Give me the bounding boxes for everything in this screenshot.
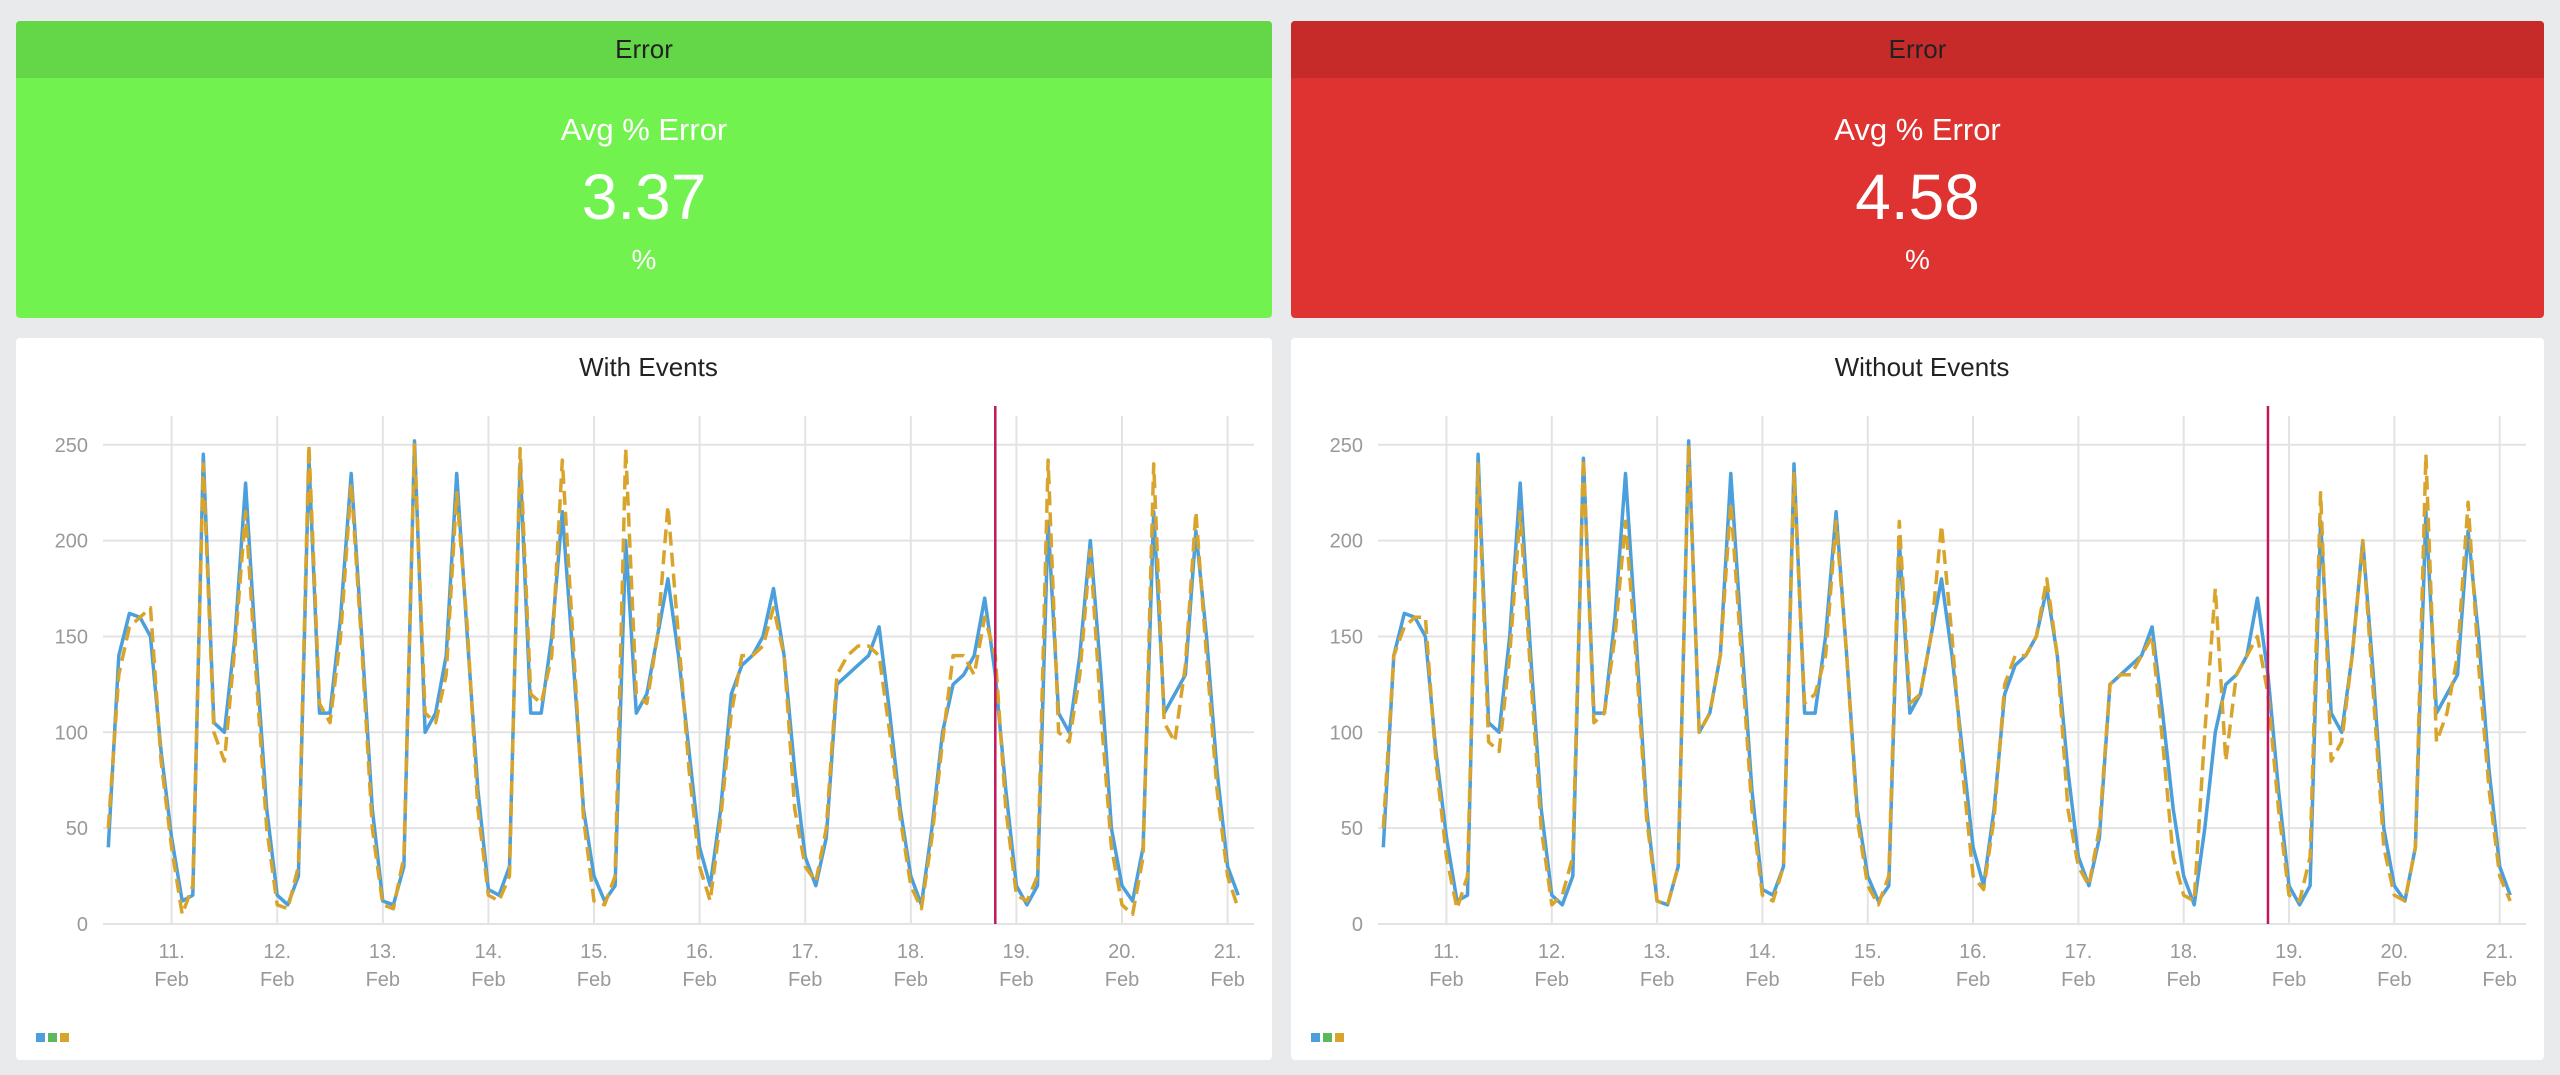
x-tick-label: 12. Feb bbox=[260, 941, 294, 991]
chart: Without Events 0 50 100 150 200 250 11. Feb 12. Fe… bbox=[1311, 352, 2526, 1042]
x-tick-label: 12. Feb bbox=[1535, 941, 1569, 991]
stat-value: 4.58 bbox=[1855, 161, 1980, 233]
x-tick-label: 14. Feb bbox=[1745, 941, 1779, 991]
x-tick-label: 21. Feb bbox=[2482, 941, 2516, 991]
x-tick-label: 18. Feb bbox=[894, 941, 928, 991]
x-tick-label: 15. Feb bbox=[577, 941, 611, 991]
series-line bbox=[106, 443, 1240, 917]
x-tick-label: 17. Feb bbox=[788, 941, 822, 991]
x-tick-label: 14. Feb bbox=[471, 941, 505, 991]
legend-swatch bbox=[1323, 1033, 1332, 1042]
y-tick-label: 0 bbox=[77, 914, 88, 936]
stat-unit: % bbox=[631, 244, 657, 275]
legend-swatch bbox=[36, 1033, 45, 1042]
legend-swatch bbox=[1335, 1033, 1344, 1042]
x-tick-label: 13. Feb bbox=[366, 941, 400, 991]
panel-header: Error bbox=[16, 21, 1272, 78]
legend-swatch bbox=[60, 1033, 69, 1042]
x-tick-label: 18. Feb bbox=[2166, 941, 2200, 991]
stat-value: 3.37 bbox=[581, 161, 707, 233]
stat-panel: Error Avg % Error 4.58 % bbox=[1291, 21, 2544, 318]
chart-title: Without Events bbox=[1835, 352, 2010, 382]
y-tick-label: 0 bbox=[1352, 914, 1363, 936]
stat-label: Avg % Error bbox=[1834, 112, 2001, 147]
legend-swatch bbox=[48, 1033, 57, 1042]
x-tick-label: 13. Feb bbox=[1640, 941, 1674, 991]
y-tick-label: 100 bbox=[1330, 722, 1363, 744]
series-line bbox=[1381, 443, 2512, 911]
y-tick-label: 100 bbox=[55, 722, 88, 744]
stat-label: Avg % Error bbox=[560, 112, 728, 147]
x-tick-label: 21. Feb bbox=[1210, 941, 1244, 991]
x-tick-label: 11. Feb bbox=[1429, 941, 1463, 991]
y-tick-label: 200 bbox=[1330, 531, 1363, 553]
stat-unit: % bbox=[1905, 244, 1930, 275]
x-tick-label: 15. Feb bbox=[1851, 941, 1885, 991]
chart: With Events 0 50 100 150 200 250 11. Feb 12. Feb 13… bbox=[36, 352, 1254, 1042]
chart-panel: Without Events 0 50 100 150 200 250 11. Feb 12. Fe… bbox=[1291, 338, 2544, 1060]
series-line bbox=[106, 439, 1240, 907]
y-tick-label: 50 bbox=[1341, 818, 1363, 840]
x-tick-label: 19. Feb bbox=[2272, 941, 2306, 991]
y-tick-label: 150 bbox=[1330, 626, 1363, 648]
y-tick-label: 150 bbox=[55, 626, 88, 648]
x-tick-label: 20. Feb bbox=[2377, 941, 2411, 991]
panel-header: Error bbox=[1291, 21, 2544, 78]
x-tick-label: 20. Feb bbox=[1105, 941, 1139, 991]
x-tick-label: 16. Feb bbox=[1956, 941, 1990, 991]
y-tick-label: 50 bbox=[66, 818, 88, 840]
x-tick-label: 19. Feb bbox=[999, 941, 1033, 991]
stat-panel: Error Avg % Error 3.37 % bbox=[16, 21, 1272, 318]
y-tick-label: 250 bbox=[55, 435, 88, 457]
x-tick-label: 17. Feb bbox=[2061, 941, 2095, 991]
legend-swatch bbox=[1311, 1033, 1320, 1042]
x-tick-label: 16. Feb bbox=[682, 941, 716, 991]
chart-panel: With Events 0 50 100 150 200 250 11. Feb 12. Feb 13… bbox=[16, 338, 1272, 1060]
x-tick-label: 11. Feb bbox=[154, 941, 188, 991]
chart-title: With Events bbox=[579, 352, 718, 382]
y-tick-label: 200 bbox=[55, 531, 88, 553]
y-tick-label: 250 bbox=[1330, 435, 1363, 457]
